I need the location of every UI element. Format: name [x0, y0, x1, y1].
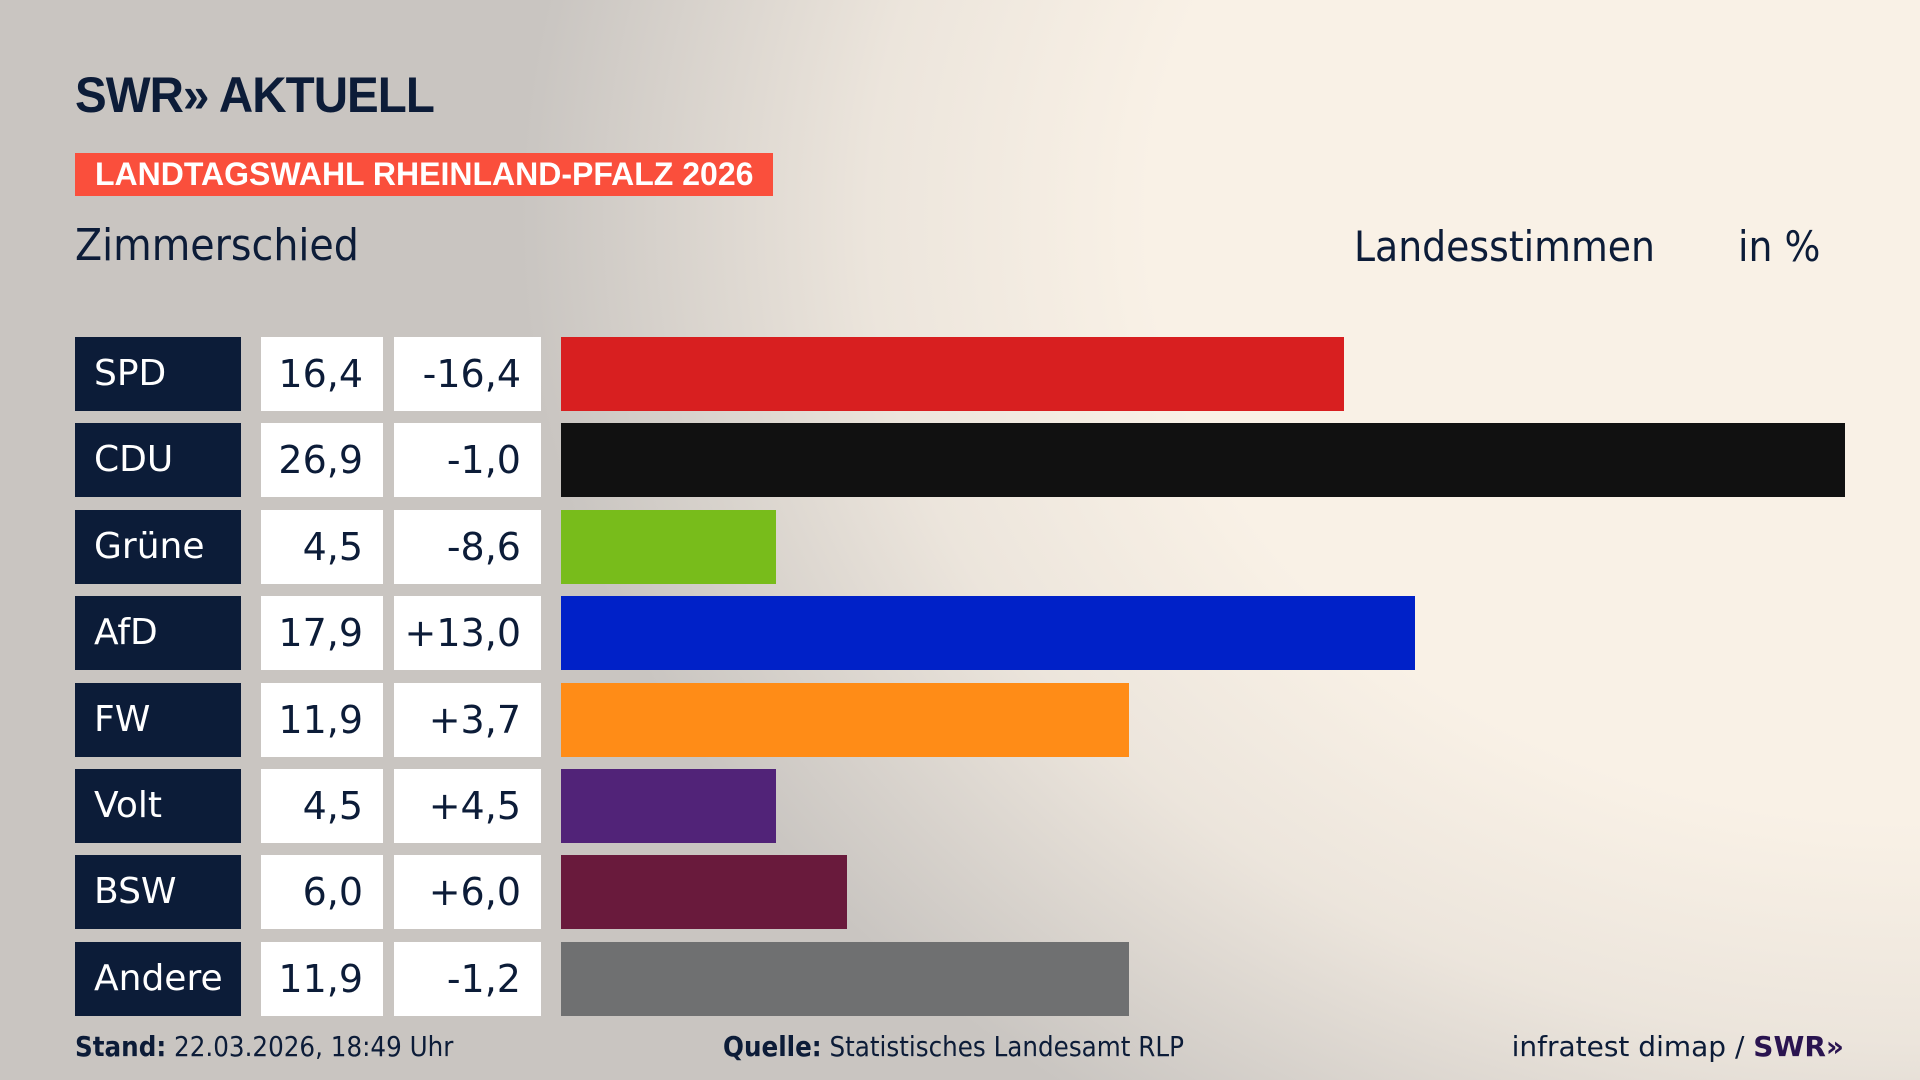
bar — [561, 682, 1129, 757]
value-label: 26,9 — [261, 423, 383, 498]
party-label: BSW — [75, 855, 241, 930]
bar — [561, 769, 776, 843]
credit-text: infratest dimap / — [1511, 1030, 1754, 1063]
value-label: 11,9 — [261, 941, 383, 1016]
party-label: Volt — [75, 769, 241, 843]
source-label: Quelle: — [723, 1030, 822, 1063]
party-label: FW — [75, 682, 241, 757]
value-label: 4,5 — [261, 769, 383, 843]
source: Quelle: Statistisches Landesamt RLP — [723, 1030, 1184, 1063]
stand-label: Stand: — [75, 1030, 167, 1063]
party-label: Grüne — [75, 509, 241, 584]
value-label: 16,4 — [261, 337, 383, 411]
source-value: Statistisches Landesamt RLP — [829, 1030, 1184, 1063]
bar — [561, 423, 1845, 498]
value-label: 11,9 — [261, 682, 383, 757]
bar — [561, 596, 1416, 671]
diff-label: -1,0 — [394, 423, 541, 498]
swr-small-logo: SWR» — [1753, 1030, 1844, 1063]
party-label: SPD — [75, 337, 241, 411]
diff-label: +13,0 — [394, 596, 541, 671]
bar — [561, 941, 1129, 1016]
diff-label: -1,2 — [394, 941, 541, 1016]
bar — [561, 509, 776, 584]
diff-label: -8,6 — [394, 509, 541, 584]
diff-label: +4,5 — [394, 769, 541, 843]
diff-label: -16,4 — [394, 337, 541, 411]
credit: infratest dimap / SWR» — [1512, 1030, 1844, 1063]
diff-label: +3,7 — [394, 682, 541, 757]
timestamp: Stand: 22.03.2026, 18:49 Uhr — [75, 1030, 453, 1063]
place-title: Zimmerschied — [75, 220, 359, 271]
bar — [561, 337, 1344, 411]
swr-aktuell-logo: SWR» AKTUELL — [75, 67, 435, 123]
election-banner: LANDTAGSWAHL RHEINLAND-PFALZ 2026 — [75, 153, 774, 196]
party-label: CDU — [75, 423, 241, 498]
value-label: 17,9 — [261, 596, 383, 671]
value-label: 6,0 — [261, 855, 383, 930]
measure-label: Landesstimmen — [1354, 222, 1656, 271]
party-label: Andere — [75, 941, 241, 1016]
value-label: 4,5 — [261, 509, 383, 584]
stand-value: 22.03.2026, 18:49 Uhr — [174, 1030, 454, 1063]
unit-label: in % — [1738, 222, 1821, 271]
diff-label: +6,0 — [394, 855, 541, 930]
party-label: AfD — [75, 596, 241, 671]
bar — [561, 855, 848, 930]
